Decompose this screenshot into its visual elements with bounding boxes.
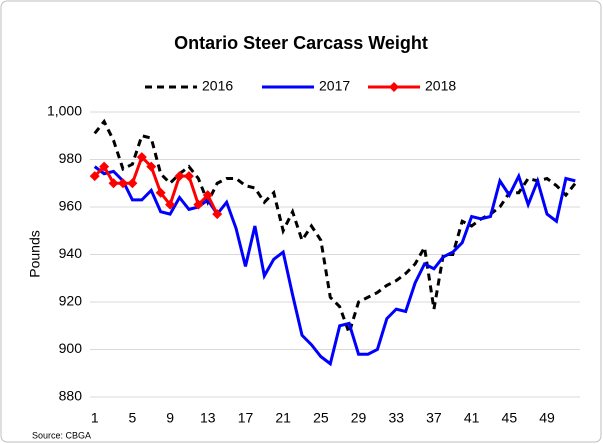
series-line [93, 118, 577, 338]
y-tick-label: 1,000 [47, 103, 82, 119]
series-line [93, 165, 576, 367]
point-marker [183, 171, 194, 182]
legend-label: 2016 [202, 78, 233, 94]
point-marker [174, 171, 185, 182]
point-marker [212, 209, 223, 220]
x-tick-label: 41 [464, 410, 480, 426]
y-tick-label: 980 [59, 150, 83, 166]
y-tick-label: 960 [59, 198, 83, 214]
x-tick-label: 29 [351, 410, 367, 426]
y-tick-label: 940 [59, 245, 83, 261]
x-tick-label: 33 [388, 410, 404, 426]
point-marker [202, 190, 213, 201]
chart-title: Ontario Steer Carcass Weight [174, 33, 428, 53]
point-marker [146, 161, 157, 172]
legend-label: 2018 [425, 78, 456, 94]
x-tick-label: 5 [129, 410, 137, 426]
y-axis-label: Pounds [27, 230, 43, 277]
point-marker [89, 171, 100, 182]
point-marker [117, 178, 128, 189]
point-marker [155, 187, 166, 198]
x-tick-label: 17 [238, 410, 254, 426]
point-marker [99, 161, 110, 172]
x-tick-label: 25 [313, 410, 329, 426]
point-marker [108, 178, 119, 189]
x-tick-label: 49 [539, 410, 555, 426]
point-marker [127, 178, 138, 189]
legend-label: 2017 [319, 78, 350, 94]
x-tick-label: 13 [200, 410, 216, 426]
y-tick-label: 880 [59, 388, 83, 404]
x-tick-label: 21 [275, 410, 291, 426]
x-tick-label: 45 [502, 410, 518, 426]
x-tick-label: 1 [91, 410, 99, 426]
y-tick-label: 900 [59, 340, 83, 356]
source-note: Source: CBGA [32, 430, 91, 440]
point-marker [193, 199, 204, 210]
legend-marker [389, 82, 399, 92]
x-tick-label: 9 [166, 410, 174, 426]
y-tick-label: 920 [59, 293, 83, 309]
point-marker [136, 152, 147, 163]
x-tick-label: 37 [426, 410, 442, 426]
point-marker [165, 199, 176, 210]
